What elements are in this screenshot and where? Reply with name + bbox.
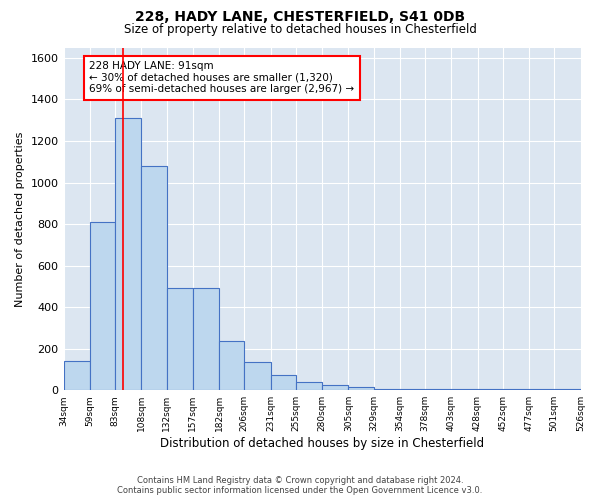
Bar [478,389,503,390]
Bar [271,374,296,390]
Bar [322,385,348,390]
Bar [90,222,115,390]
Bar [244,362,271,390]
Bar [167,288,193,390]
Bar [451,389,478,390]
Bar [554,389,581,390]
Bar [425,389,451,390]
Bar [64,361,90,390]
Text: 228, HADY LANE, CHESTERFIELD, S41 0DB: 228, HADY LANE, CHESTERFIELD, S41 0DB [135,10,465,24]
Bar [219,342,244,390]
Text: 228 HADY LANE: 91sqm
← 30% of detached houses are smaller (1,320)
69% of semi-de: 228 HADY LANE: 91sqm ← 30% of detached h… [89,61,355,94]
Bar [503,389,529,390]
Bar [400,389,425,390]
Bar [374,389,400,390]
Bar [115,118,141,390]
Bar [193,288,219,390]
Bar [529,389,554,390]
Text: Size of property relative to detached houses in Chesterfield: Size of property relative to detached ho… [124,22,476,36]
Bar [296,382,322,390]
Text: Contains HM Land Registry data © Crown copyright and database right 2024.
Contai: Contains HM Land Registry data © Crown c… [118,476,482,495]
X-axis label: Distribution of detached houses by size in Chesterfield: Distribution of detached houses by size … [160,437,484,450]
Y-axis label: Number of detached properties: Number of detached properties [15,131,25,306]
Bar [141,166,167,390]
Bar [348,387,374,390]
